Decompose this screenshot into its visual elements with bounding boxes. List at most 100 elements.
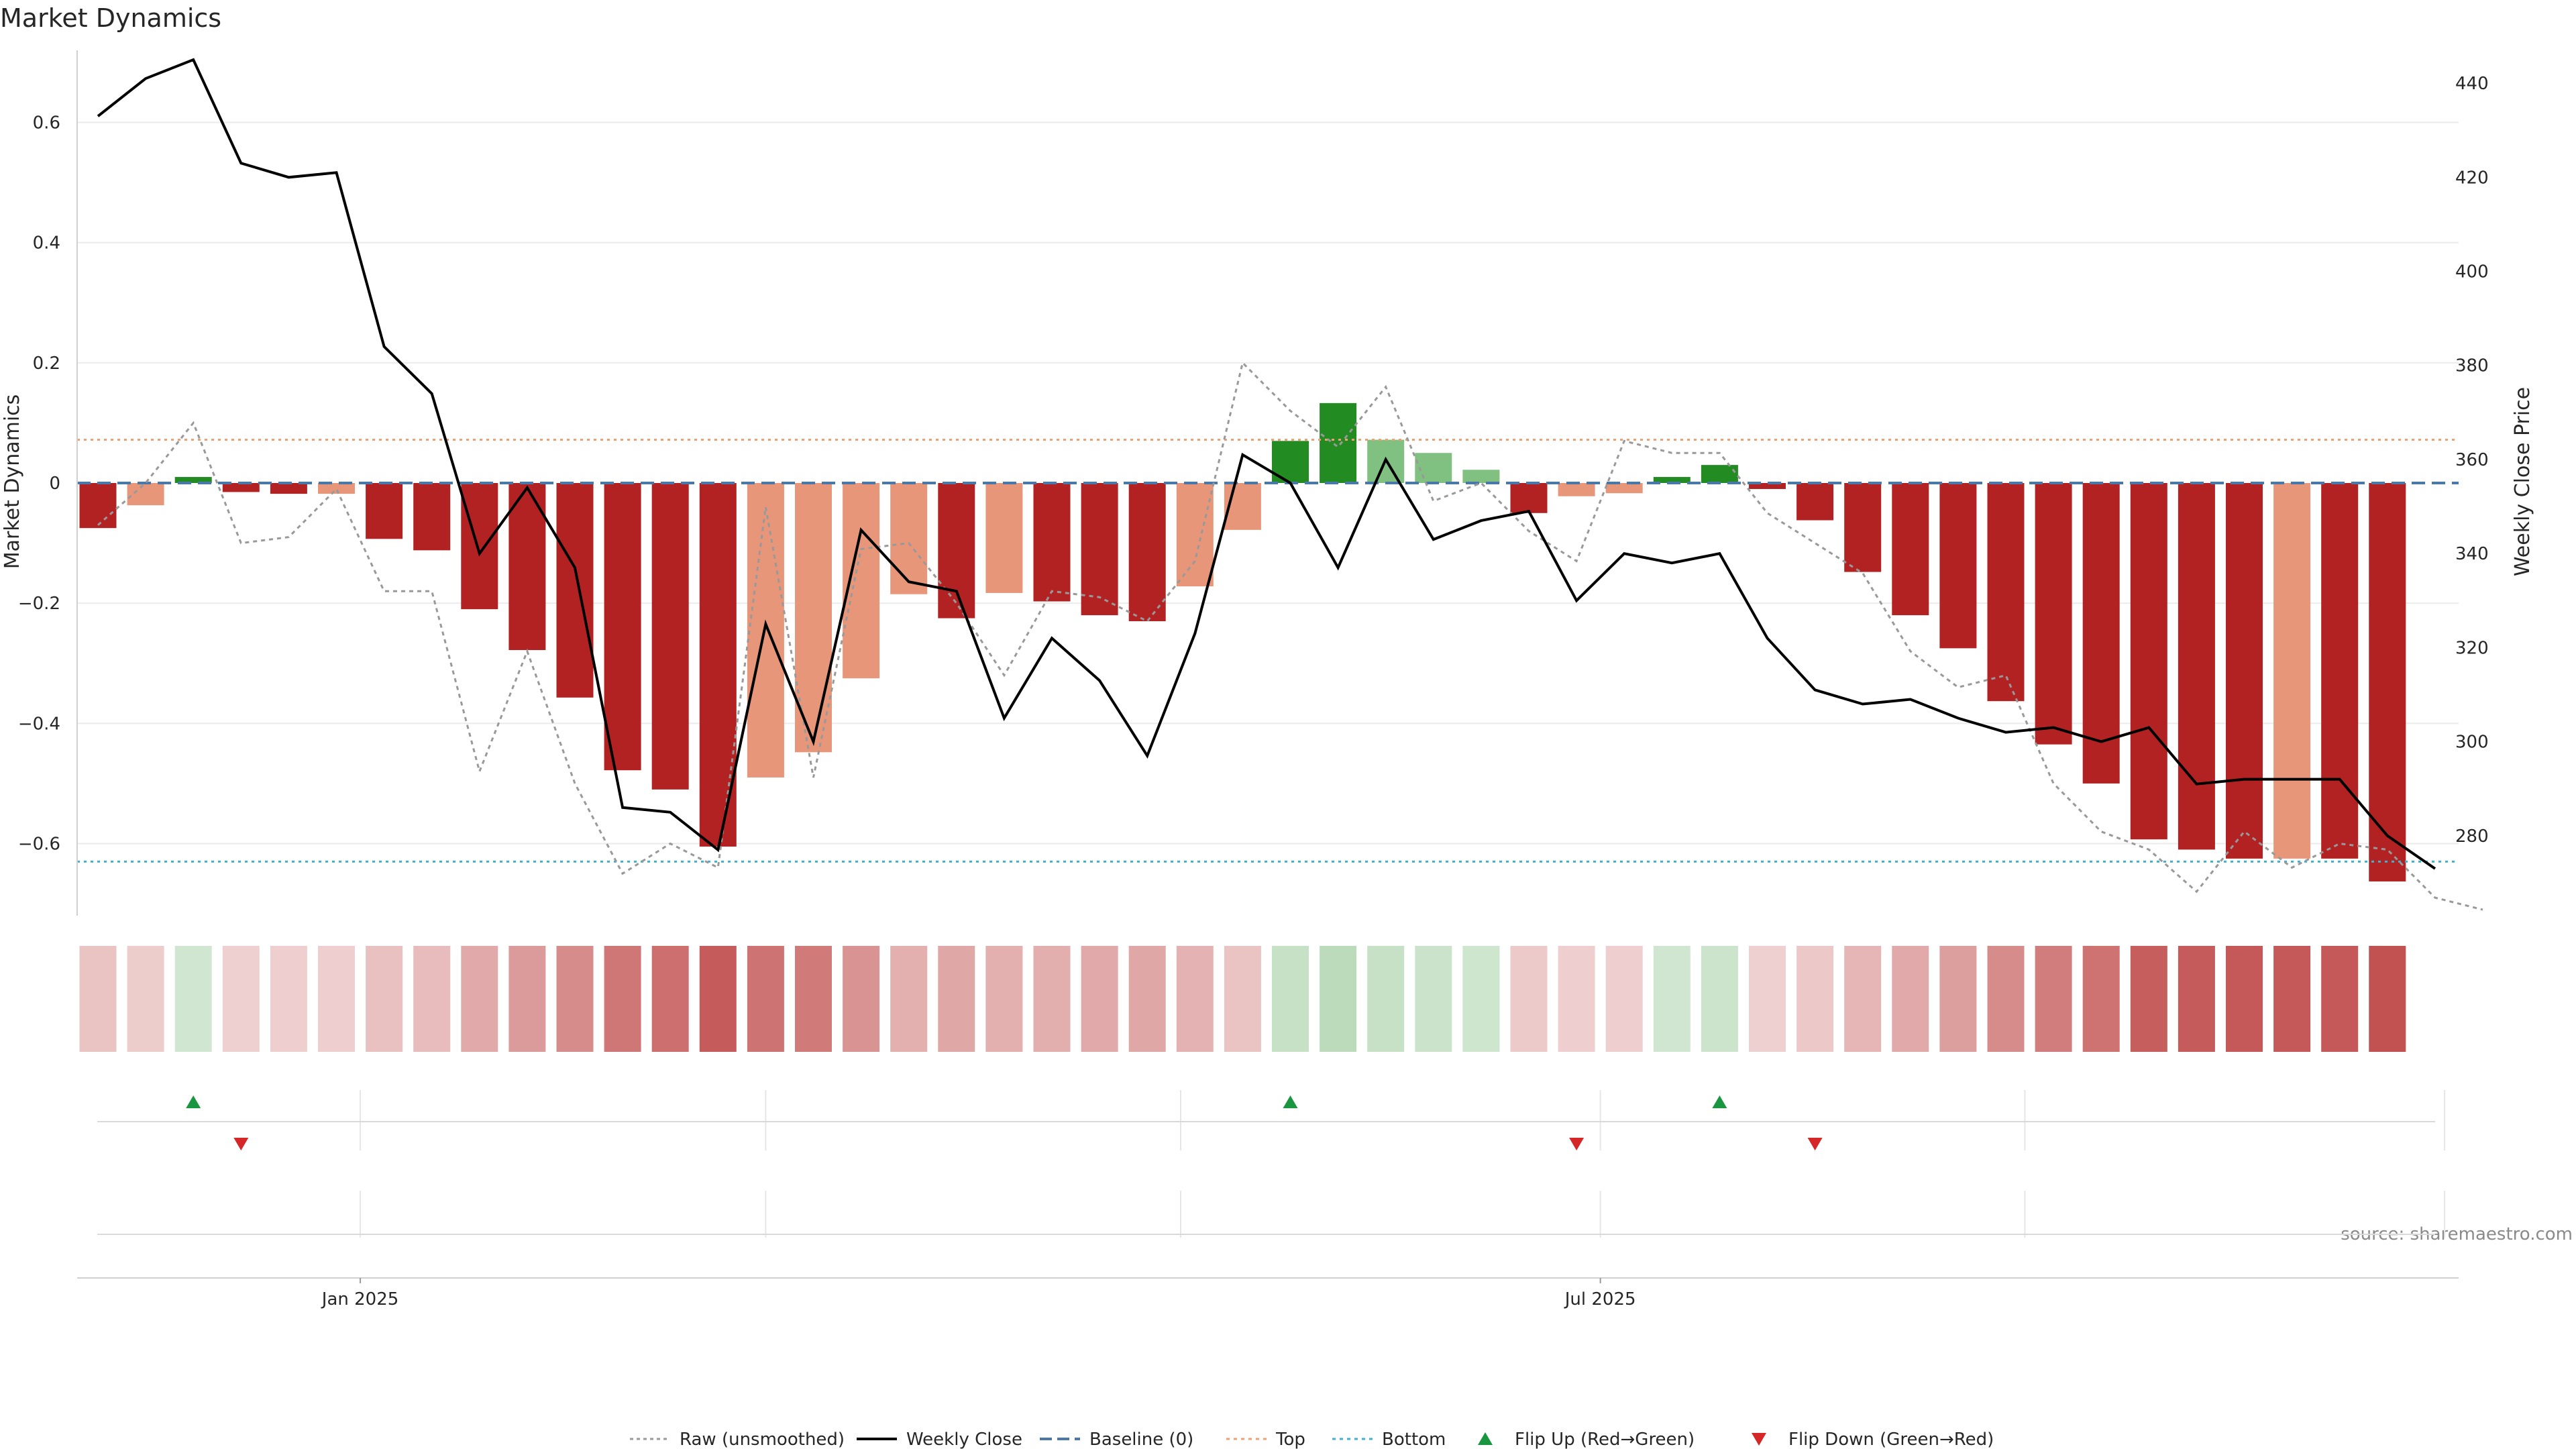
bar-29: [1462, 470, 1500, 483]
bar-35: [1749, 483, 1786, 489]
bar-16: [843, 483, 880, 679]
heat-cell-12: [651, 946, 689, 1052]
bar-33: [1653, 477, 1690, 483]
heat-cell-21: [1081, 946, 1118, 1052]
flip-down-marker-2: [1807, 1138, 1823, 1150]
bar-34: [1701, 465, 1738, 483]
heat-cell-45: [2226, 946, 2263, 1052]
raw-line: [97, 360, 2483, 911]
heat-cell-11: [604, 946, 641, 1052]
heat-cell-17: [890, 946, 928, 1052]
bar-17: [890, 483, 928, 594]
heat-cell-16: [843, 946, 880, 1052]
legend-label-1: Weekly Close: [906, 1430, 1022, 1449]
bar-31: [1558, 483, 1595, 496]
x-tick-label-1: Jul 2025: [1564, 1289, 1636, 1309]
axes: 0.6 0.4 0.2 0 −0.2 −0.4 −0.6 440 420 400 380 360 340…: [18, 50, 2489, 1309]
bar-22: [1128, 483, 1166, 622]
heat-cell-18: [938, 946, 975, 1052]
heat-cell-7: [413, 946, 451, 1052]
bar-41: [2035, 483, 2072, 745]
left-tick-label-1: 0.4: [33, 233, 60, 254]
bar-37: [1844, 483, 1882, 572]
bar-47: [2321, 483, 2359, 859]
plot-area: [77, 58, 2483, 911]
left-tick-label-5: −0.4: [18, 714, 60, 734]
heat-cell-15: [795, 946, 832, 1052]
heat-cell-24: [1224, 946, 1261, 1052]
heat-cell-25: [1272, 946, 1309, 1052]
bar-42: [2082, 483, 2120, 784]
heatmap-strip: [79, 946, 2406, 1052]
legend-swatch-6: [1752, 1433, 1766, 1446]
legend: Raw (unsmoothed) Weekly Close Baseline (0)…: [630, 1430, 1994, 1449]
heat-cell-36: [1796, 946, 1834, 1052]
bar-8: [461, 483, 498, 610]
heat-cell-14: [747, 946, 784, 1052]
right-tick-label-7: 300: [2455, 733, 2489, 753]
bar-40: [1987, 483, 2025, 702]
heat-cell-4: [270, 946, 307, 1052]
flip-up-marker-0: [186, 1095, 201, 1108]
heat-cell-32: [1605, 946, 1643, 1052]
flip-up-marker-2: [1712, 1095, 1727, 1108]
right-tick-label-0: 440: [2455, 74, 2489, 94]
left-tick-label-0: 0.6: [33, 113, 60, 133]
bar-39: [1939, 483, 1977, 649]
heat-cell-29: [1462, 946, 1500, 1052]
bar-2: [174, 477, 212, 483]
heat-cell-19: [985, 946, 1023, 1052]
legend-swatch-5: [1478, 1432, 1493, 1445]
flip-markers: [97, 1090, 2446, 1238]
bar-4: [270, 483, 307, 494]
heat-cell-8: [461, 946, 498, 1052]
bar-11: [604, 483, 641, 771]
flip-up-marker-1: [1283, 1095, 1298, 1108]
heat-cell-37: [1844, 946, 1882, 1052]
bar-26: [1320, 402, 1357, 483]
right-tick-label-5: 340: [2455, 544, 2489, 564]
heat-cell-48: [2369, 946, 2406, 1052]
right-tick-label-6: 320: [2455, 638, 2489, 658]
heat-cell-23: [1176, 946, 1214, 1052]
heat-cell-0: [79, 946, 117, 1052]
bar-5: [318, 483, 355, 494]
left-tick-label-4: −0.2: [18, 594, 60, 614]
heat-cell-9: [508, 946, 546, 1052]
heat-cell-47: [2321, 946, 2359, 1052]
heat-cell-43: [2130, 946, 2167, 1052]
flip-down-marker-0: [233, 1138, 249, 1150]
weekly-close-line: [97, 58, 2436, 870]
left-tick-label-3: 0: [49, 474, 60, 494]
bar-10: [556, 483, 594, 698]
heat-cell-3: [222, 946, 260, 1052]
heat-cell-20: [1033, 946, 1071, 1052]
heat-cell-10: [556, 946, 594, 1052]
heat-cell-42: [2082, 946, 2120, 1052]
left-tick-label-2: 0.2: [33, 354, 60, 374]
heat-cell-38: [1892, 946, 1929, 1052]
heat-cell-1: [127, 946, 164, 1052]
bar-12: [651, 483, 689, 790]
heat-cell-26: [1320, 946, 1357, 1052]
bar-3: [222, 483, 260, 492]
heat-cell-28: [1415, 946, 1452, 1052]
heat-cell-5: [318, 946, 355, 1052]
heat-cell-31: [1558, 946, 1595, 1052]
bar-19: [985, 483, 1023, 593]
bar-46: [2273, 483, 2311, 859]
legend-label-3: Top: [1275, 1430, 1305, 1449]
heat-cell-27: [1367, 946, 1405, 1052]
right-tick-label-2: 400: [2455, 262, 2489, 282]
bar-23: [1176, 483, 1214, 587]
heat-cell-35: [1749, 946, 1786, 1052]
heat-cell-33: [1653, 946, 1690, 1052]
bar-18: [938, 483, 975, 619]
bar-7: [413, 483, 451, 551]
bar-45: [2226, 483, 2263, 859]
heat-cell-39: [1939, 946, 1977, 1052]
bar-6: [366, 483, 403, 539]
bar-20: [1033, 483, 1071, 602]
heat-cell-6: [366, 946, 403, 1052]
legend-label-0: Raw (unsmoothed): [680, 1430, 845, 1449]
